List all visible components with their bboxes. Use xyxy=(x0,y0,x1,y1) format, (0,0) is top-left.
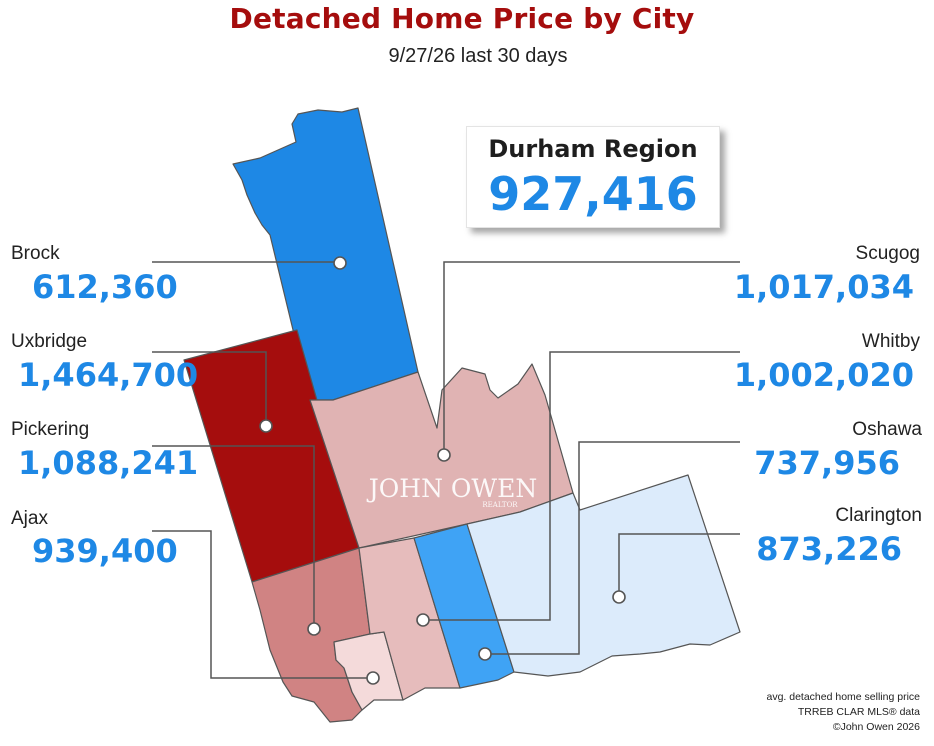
marker-ajax[interactable] xyxy=(366,671,380,685)
region-summary-card: Durham Region 927,416 xyxy=(466,126,720,228)
city-value-scugog: 1,017,034 xyxy=(733,268,914,306)
city-label-scugog: Scugog xyxy=(855,243,920,264)
city-value-brock: 612,360 xyxy=(32,268,178,306)
leader-line-ajax xyxy=(152,530,373,679)
marker-whitby[interactable] xyxy=(416,613,430,627)
city-value-pickering: 1,088,241 xyxy=(18,444,199,482)
region-name: Durham Region xyxy=(488,135,698,163)
map-region-clarington[interactable] xyxy=(466,474,741,677)
marker-uxbridge[interactable] xyxy=(259,419,273,433)
city-label-whitby: Whitby xyxy=(861,331,920,352)
city-label-brock: Brock xyxy=(11,243,60,264)
page-subtitle: 9/27/26 last 30 days xyxy=(388,45,568,67)
page-title: Detached Home Price by City xyxy=(229,2,695,35)
marker-pickering[interactable] xyxy=(307,622,321,636)
footnote: avg. detached home selling price TRREB C… xyxy=(766,690,920,735)
leader-line-oshawa xyxy=(485,441,740,655)
footnote-line-1: avg. detached home selling price xyxy=(766,691,920,703)
city-label-uxbridge: Uxbridge xyxy=(11,331,88,352)
leader-line-whitby xyxy=(423,351,740,621)
footnote-line-3: ©John Owen 2026 xyxy=(832,721,920,733)
city-value-whitby: 1,002,020 xyxy=(733,356,914,394)
city-value-ajax: 939,400 xyxy=(32,532,178,570)
leader-line-scugog xyxy=(443,261,740,455)
marker-oshawa[interactable] xyxy=(478,647,492,661)
city-label-clarington: Clarington xyxy=(835,505,922,526)
region-value: 927,416 xyxy=(488,167,698,221)
map-region-oshawa[interactable] xyxy=(413,523,515,689)
city-value-clarington: 873,226 xyxy=(756,530,902,568)
marker-brock[interactable] xyxy=(333,256,347,270)
leader-line-uxbridge xyxy=(152,351,267,426)
city-label-pickering: Pickering xyxy=(11,419,90,440)
watermark-tag: REALTOR xyxy=(482,501,518,509)
map-region-brock[interactable] xyxy=(232,107,419,401)
footnote-line-2: TRREB CLAR MLS® data xyxy=(797,706,920,718)
city-label-ajax: Ajax xyxy=(11,508,48,529)
city-value-oshawa: 737,956 xyxy=(754,444,900,482)
watermark-logo: JOHN OWEN xyxy=(366,474,537,503)
city-value-uxbridge: 1,464,700 xyxy=(18,356,199,394)
leader-line-clarington xyxy=(618,533,740,597)
leader-line-pickering xyxy=(152,445,315,629)
marker-clarington[interactable] xyxy=(612,590,626,604)
city-label-oshawa: Oshawa xyxy=(852,419,922,440)
marker-scugog[interactable] xyxy=(437,448,451,462)
